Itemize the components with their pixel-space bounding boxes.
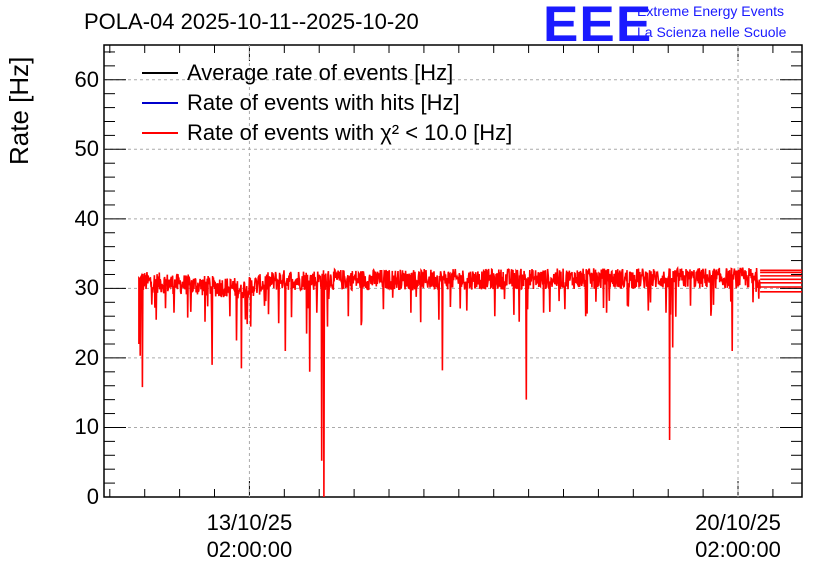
- legend-swatch: [142, 132, 178, 134]
- y-tick-label: 60: [74, 66, 99, 92]
- logo-subtitle-1: Extreme Energy Events: [637, 3, 785, 19]
- y-tick-label: 40: [74, 205, 99, 231]
- x-tick-time: 02:00:00: [695, 537, 781, 562]
- y-axis-label: Rate [Hz]: [4, 56, 34, 165]
- series-chi2-rate-line: [138, 266, 761, 498]
- legend-label: Rate of events with χ² < 10.0 [Hz]: [187, 120, 513, 145]
- x-tick-date: 20/10/25: [695, 510, 781, 535]
- legend-swatch: [142, 72, 178, 74]
- legend-item: Rate of events with χ² < 10.0 [Hz]: [142, 120, 512, 146]
- y-tick-label: 20: [74, 344, 99, 370]
- legend-label: Average rate of events [Hz]: [187, 60, 454, 85]
- y-tick-label: 10: [74, 414, 99, 440]
- y-tick-label: 50: [74, 136, 99, 162]
- logo-subtitle-2: La Scienza nelle Scuole: [637, 24, 787, 40]
- chart-title: POLA-04 2025-10-11--2025-10-20: [84, 9, 419, 34]
- legend-swatch: [142, 102, 178, 104]
- x-tick-date: 13/10/25: [206, 510, 293, 535]
- x-tick-label: 13/10/25 02:00:00: [179, 509, 319, 563]
- legend-item: Rate of events with hits [Hz]: [142, 90, 460, 116]
- y-tick-label: 30: [74, 275, 99, 301]
- y-tick-label: 0: [86, 484, 99, 509]
- legend-label: Rate of events with hits [Hz]: [187, 90, 460, 115]
- x-tick-label: 20/10/25 02:00:00: [668, 509, 808, 563]
- eee-logo-mark: EEE: [543, 0, 653, 52]
- legend-item: Average rate of events [Hz]: [142, 60, 453, 86]
- x-tick-time: 02:00:00: [206, 537, 293, 562]
